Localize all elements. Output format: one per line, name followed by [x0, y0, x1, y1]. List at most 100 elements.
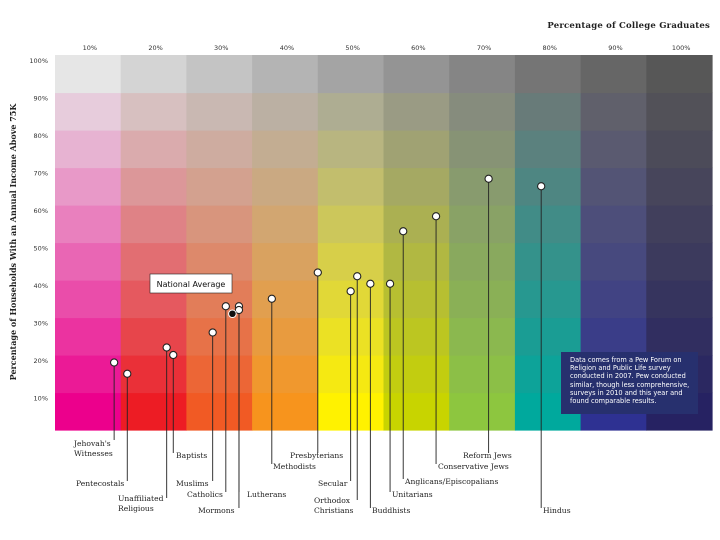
x-tick-label: 90% — [608, 44, 622, 52]
grid-cell — [120, 205, 187, 244]
point-label: Secular — [318, 479, 348, 488]
y-tick-label: 70% — [34, 170, 48, 178]
point-label: Methodists — [273, 462, 316, 471]
point-label: Witnesses — [74, 449, 113, 458]
point-label: Unitarians — [392, 490, 433, 499]
data-point — [123, 369, 132, 378]
grid-cell — [383, 392, 450, 431]
point-label: Lutherans — [247, 490, 286, 499]
point-label: Religious — [118, 504, 154, 513]
grid-cell — [120, 130, 187, 169]
x-tick-label: 40% — [280, 44, 294, 52]
grid-cell — [580, 167, 647, 206]
grid-cell — [449, 92, 516, 131]
grid-cell — [449, 355, 516, 394]
grid-cell — [252, 167, 319, 206]
grid-cell — [514, 242, 582, 281]
average-label: National Average — [157, 280, 226, 289]
y-tick-label: 10% — [34, 395, 48, 403]
grid-cell — [449, 392, 516, 431]
point-label: Anglicans/Episcopalians — [404, 477, 498, 486]
grid-cell — [186, 355, 253, 394]
x-tick-label: 30% — [214, 44, 228, 52]
grid-cell — [383, 355, 450, 394]
grid-cell — [449, 317, 516, 356]
data-point — [234, 305, 244, 315]
grid-cell — [55, 167, 122, 206]
grid-cell — [252, 205, 319, 244]
grid-cell — [55, 317, 122, 356]
point-label: Catholics — [187, 490, 223, 499]
grid-cell — [317, 130, 385, 169]
grid-cell — [580, 205, 647, 244]
grid-cell — [120, 55, 187, 94]
grid-cell — [317, 167, 385, 206]
point-label: Muslims — [176, 479, 209, 488]
grid-cell — [120, 92, 187, 131]
point-label: Christians — [314, 506, 354, 515]
grid-cell — [186, 55, 253, 94]
point-label: Unaffiliated — [118, 494, 164, 503]
grid-cell — [252, 280, 319, 319]
data-point — [109, 358, 119, 367]
grid-cell — [383, 167, 450, 206]
point-label: Hindus — [543, 506, 571, 515]
x-tick-label: 60% — [411, 44, 425, 52]
grid-cell — [449, 205, 516, 244]
y-tick-label: 60% — [34, 207, 48, 215]
grid-cell — [120, 317, 187, 356]
y-tick-label: 90% — [34, 95, 48, 103]
grid-cell — [55, 55, 122, 94]
grid-cell — [514, 317, 582, 356]
grid-cell — [646, 205, 713, 244]
grid-cell — [383, 130, 450, 169]
grid-cell — [252, 242, 319, 281]
data-point — [208, 328, 217, 337]
grid-cell — [580, 130, 647, 169]
grid-cell — [55, 92, 122, 131]
grid-cell — [646, 55, 713, 94]
grid-cell — [383, 55, 450, 94]
data-point — [346, 287, 355, 296]
point-label: Reform Jews — [463, 451, 512, 460]
data-point — [366, 279, 375, 288]
grid-cell — [514, 92, 582, 131]
grid-cell — [580, 242, 647, 281]
grid-cell — [252, 317, 319, 356]
grid-cell — [186, 205, 253, 244]
data-point — [162, 343, 171, 352]
grid-cell — [317, 205, 385, 244]
grid-cell — [120, 355, 187, 394]
grid-cell — [186, 130, 253, 169]
grid-cell — [646, 167, 713, 206]
point-label: Buddhists — [372, 506, 410, 515]
grid-cell — [252, 355, 319, 394]
grid-cell — [449, 167, 516, 206]
data-point — [431, 212, 441, 221]
grid-cell — [580, 92, 647, 131]
y-tick-label: 80% — [34, 132, 48, 140]
grid-cell — [646, 317, 713, 356]
grid-cell — [383, 205, 450, 244]
y-tick-label: 30% — [34, 320, 48, 328]
data-point — [385, 279, 395, 288]
data-point — [221, 302, 230, 311]
data-point — [169, 350, 178, 360]
grid-cell — [449, 55, 516, 94]
point-label: Pentecostals — [76, 479, 124, 488]
grid-cell — [186, 92, 253, 131]
y-tick-label: 20% — [34, 357, 48, 365]
data-point — [313, 268, 322, 277]
grid-cell — [120, 167, 187, 206]
grid-cell — [449, 280, 516, 319]
point-label: Baptists — [176, 451, 207, 460]
x-tick-label: 10% — [83, 44, 97, 52]
data-point — [267, 294, 276, 303]
grid-cell — [55, 392, 122, 431]
grid-cell — [317, 55, 385, 94]
average-label-box — [149, 273, 233, 294]
grid-cell — [252, 55, 319, 94]
grid-cell — [580, 317, 647, 356]
grid-cell — [646, 92, 713, 131]
point-label: Conservative Jews — [438, 462, 509, 471]
